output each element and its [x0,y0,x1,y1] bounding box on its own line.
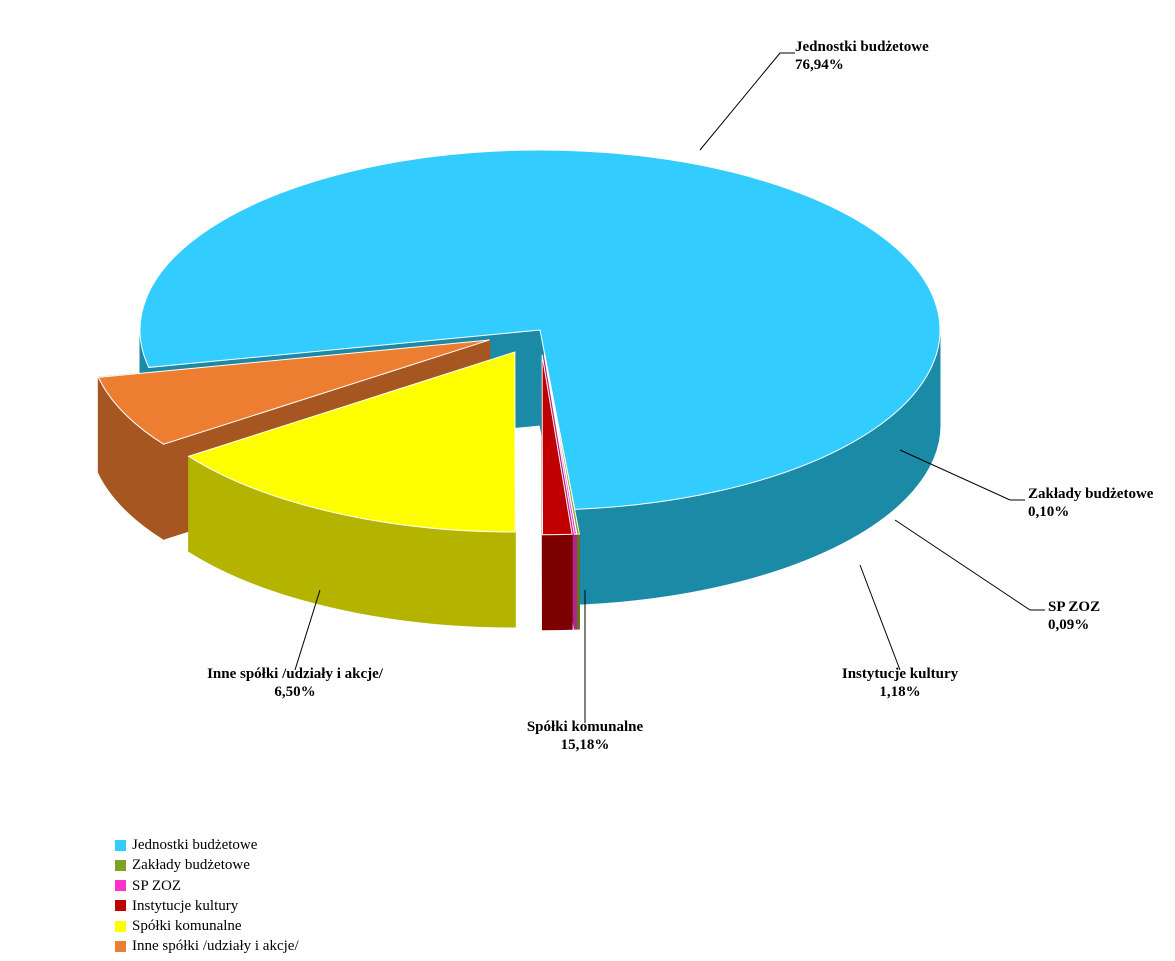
callout-label: Inne spółki /udziały i akcje/6,50% [207,665,383,701]
callout-value: 15,18% [527,736,643,754]
legend-swatch [115,921,126,932]
legend-item: Zakłady budżetowe [115,855,299,875]
legend-item: Spółki komunalne [115,916,299,936]
callout-name: Instytucje kultury [842,666,958,682]
callout-leader [895,520,1045,610]
legend-item: Inne spółki /udziały i akcje/ [115,936,299,956]
legend-label: Zakłady budżetowe [132,855,250,875]
callout-label: Instytucje kultury1,18% [842,665,958,701]
legend-item: Jednostki budżetowe [115,835,299,855]
legend-label: Instytucje kultury [132,896,238,916]
pie-slice-outer-wall [577,534,580,629]
legend-swatch [115,900,126,911]
callout-value: 76,94% [795,56,929,74]
callout-name: Jednostki budżetowe [795,39,929,55]
pie-slice-outer-wall [542,534,572,630]
callout-name: Inne spółki /udziały i akcje/ [207,666,383,682]
callout-value: 0,09% [1048,616,1100,634]
callout-value: 6,50% [207,683,383,701]
callout-value: 1,18% [842,683,958,701]
pie-slice-outer-wall [574,534,576,629]
callout-value: 0,10% [1028,503,1153,521]
callout-name: Spółki komunalne [527,719,643,735]
callout-name: SP ZOZ [1048,599,1100,615]
legend: Jednostki budżetoweZakłady budżetoweSP Z… [115,835,299,957]
pie-chart-svg [0,0,1175,961]
callout-label: Jednostki budżetowe76,94% [795,38,929,74]
legend-label: SP ZOZ [132,876,181,896]
callout-label: SP ZOZ0,09% [1048,598,1100,634]
legend-item: SP ZOZ [115,876,299,896]
callout-label: Zakłady budżetowe0,10% [1028,485,1153,521]
callout-label: Spółki komunalne15,18% [527,718,643,754]
callout-leader [295,590,320,670]
callout-leader [700,53,795,150]
legend-label: Jednostki budżetowe [132,835,257,855]
legend-swatch [115,880,126,891]
callout-name: Zakłady budżetowe [1028,486,1153,502]
legend-swatch [115,941,126,952]
legend-swatch [115,840,126,851]
callout-leader [860,565,900,670]
legend-label: Spółki komunalne [132,916,242,936]
legend-item: Instytucje kultury [115,896,299,916]
legend-swatch [115,860,126,871]
legend-label: Inne spółki /udziały i akcje/ [132,936,299,956]
